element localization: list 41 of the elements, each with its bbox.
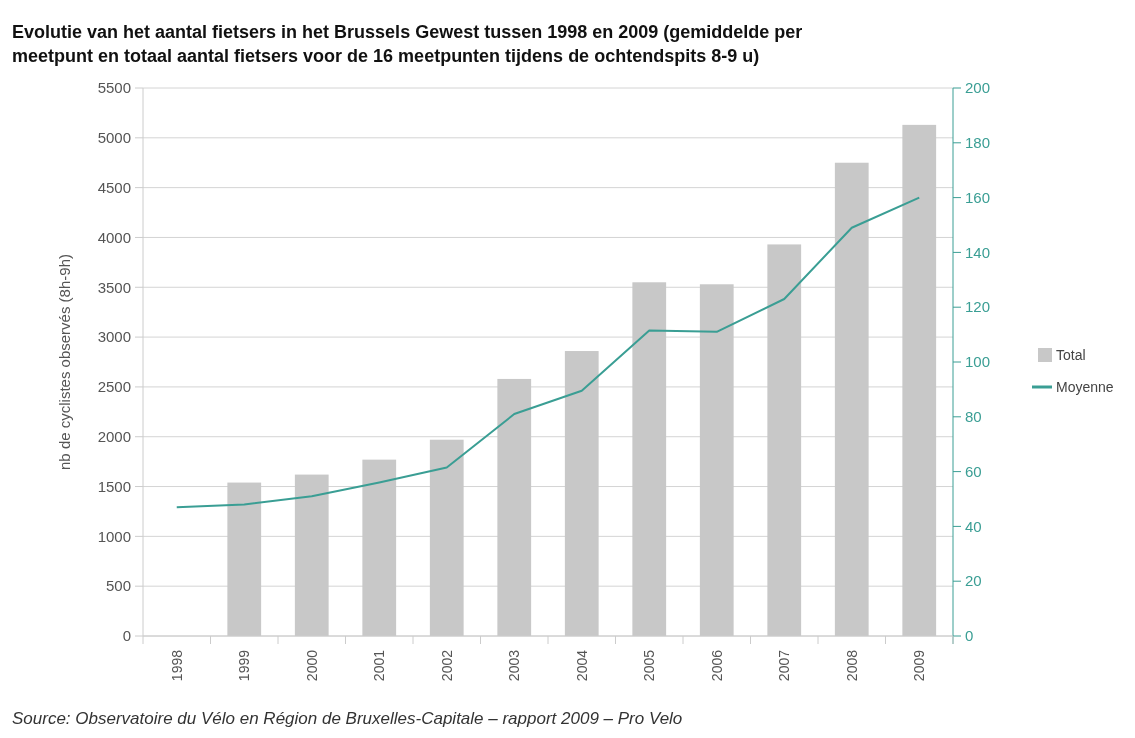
line-series — [175, 196, 921, 509]
x-tick-label: 2000 — [303, 649, 320, 682]
source-note: Source: Observatoire du Vélo en Région de Bruxelles-Capitale – rapport 2009 – Pro Velo — [12, 709, 683, 728]
legend-label: Moyenne — [1056, 378, 1114, 395]
y-tick-label: 4500 — [97, 178, 131, 196]
y2-tick-label: 0 — [965, 627, 974, 645]
x-tick-label: 2009 — [911, 649, 928, 682]
y2-tick-label: 20 — [965, 572, 982, 590]
y-tick-label: 500 — [105, 577, 131, 595]
y2-tick-label: 40 — [965, 517, 982, 535]
y-tick-label: 3000 — [97, 328, 131, 346]
x-tick-label: 2007 — [776, 649, 793, 682]
x-tick-label: 2008 — [843, 649, 860, 682]
y-tick-label: 2500 — [97, 378, 131, 396]
y2-tick-label: 120 — [965, 298, 991, 316]
y2-tick-label: 140 — [965, 243, 991, 261]
y-tick-label: 5000 — [97, 129, 131, 147]
y-tick-label: 1000 — [97, 527, 131, 545]
x-tick-label: 2003 — [506, 649, 523, 682]
x-tick-label: 1999 — [236, 649, 253, 682]
legend-label: Total — [1056, 346, 1086, 363]
y2-tick-label: 200 — [965, 79, 991, 97]
y-tick-label: 0 — [122, 627, 131, 645]
y-tick-label: 4000 — [97, 228, 131, 246]
x-tick-label: 2004 — [573, 649, 590, 682]
y2-tick-label: 100 — [965, 353, 991, 371]
y-tick-label: 5500 — [97, 79, 131, 97]
y-axis-title: nb de cyclistes observés (8h-9h) — [56, 254, 73, 470]
chart-title: Evolutie van het aantal fietsers in het Brussels Gewest tussen 1998 en 2009 (gemiddelde per meetpunt en totaal aantal fietsers voor de 16 meetpunten tijdens de ochtendspits 8-9 u) — [12, 22, 803, 66]
x-tick-label: 1998 — [168, 649, 185, 682]
x-tick-label: 2006 — [708, 649, 725, 682]
y2-tick-label: 160 — [965, 188, 991, 206]
y2-tick-label: 180 — [965, 134, 991, 152]
y-tick-label: 1500 — [97, 477, 131, 495]
y-tick-label: 3500 — [97, 278, 131, 296]
y2-tick-label: 80 — [965, 408, 982, 426]
x-tick-label: 2001 — [371, 649, 388, 682]
x-tick-label: 2002 — [438, 649, 455, 682]
y-tick-label: 2000 — [97, 427, 131, 445]
x-tick-label: 2005 — [641, 649, 658, 682]
y2-tick-label: 60 — [965, 462, 982, 480]
